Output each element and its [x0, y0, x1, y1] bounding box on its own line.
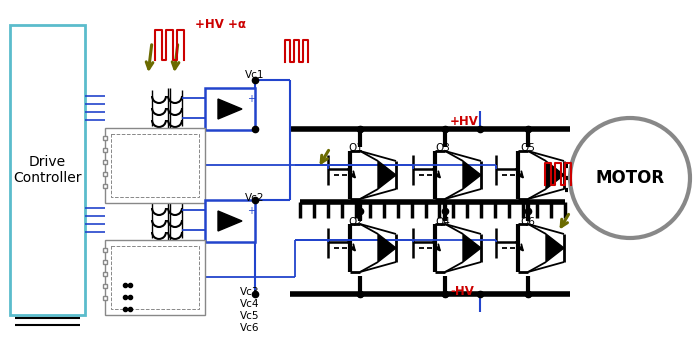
Bar: [205, 200, 255, 242]
Text: MOTOR: MOTOR: [596, 169, 664, 187]
Bar: [111, 246, 199, 309]
Bar: [205, 88, 255, 130]
Text: -HV: -HV: [450, 285, 474, 298]
Bar: [105, 240, 205, 315]
Circle shape: [570, 118, 690, 238]
Text: Drive
Controller: Drive Controller: [13, 155, 82, 185]
Polygon shape: [546, 161, 564, 189]
Text: Q5: Q5: [520, 143, 535, 153]
Text: Q3: Q3: [435, 143, 450, 153]
Text: Q2: Q2: [348, 217, 363, 227]
Text: Vc1: Vc1: [245, 70, 265, 80]
Polygon shape: [378, 161, 396, 189]
Polygon shape: [546, 234, 564, 262]
Bar: [105, 128, 205, 203]
Polygon shape: [463, 234, 481, 262]
Bar: [10, 25, 85, 315]
Text: Vc6: Vc6: [240, 323, 260, 333]
Text: Vc3: Vc3: [240, 287, 260, 297]
Text: +: +: [247, 94, 255, 104]
Polygon shape: [463, 161, 481, 189]
Text: Q4: Q4: [435, 217, 450, 227]
Text: Q6: Q6: [520, 217, 535, 227]
Text: +: +: [247, 206, 255, 216]
Text: Q1: Q1: [348, 143, 363, 153]
Text: Vc2: Vc2: [245, 193, 265, 203]
Polygon shape: [378, 234, 396, 262]
Polygon shape: [218, 99, 242, 119]
Text: +HV +α: +HV +α: [195, 18, 246, 31]
Polygon shape: [218, 211, 242, 231]
Text: Vc4: Vc4: [240, 299, 260, 309]
Bar: [111, 134, 199, 197]
Text: +HV: +HV: [450, 115, 479, 128]
Text: Vc5: Vc5: [240, 311, 260, 321]
